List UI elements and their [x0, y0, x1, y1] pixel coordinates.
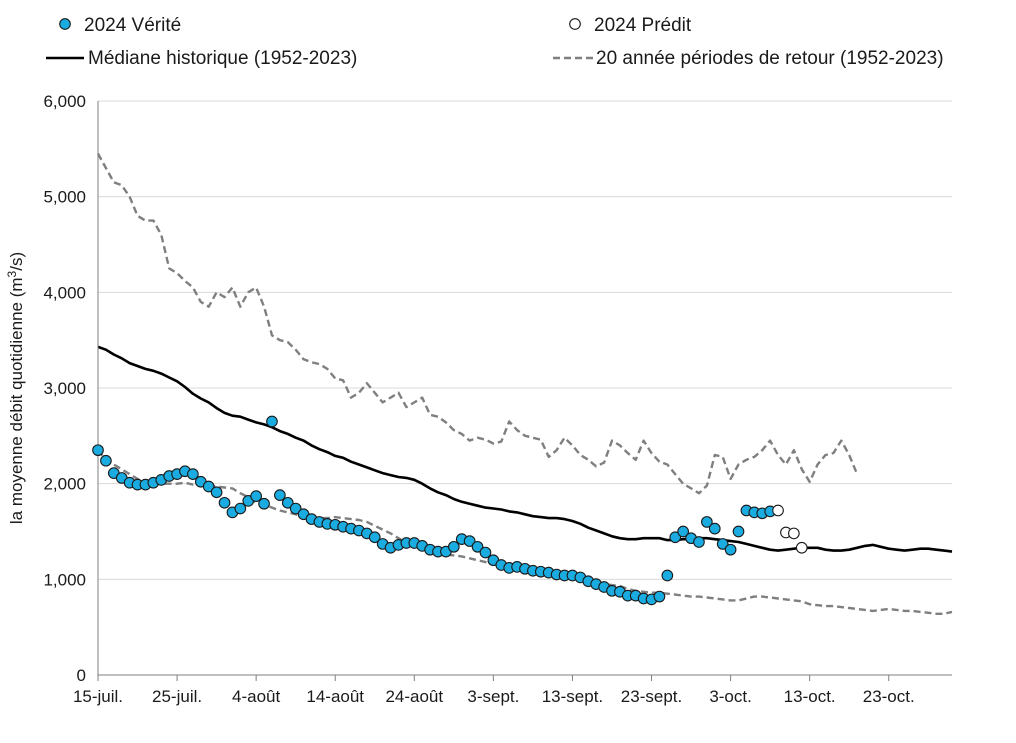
x-tick-label: 15-juil. [73, 687, 123, 706]
observed-point [368, 531, 381, 544]
return-period-upper-line [96, 153, 859, 495]
observed-point [708, 522, 721, 535]
y-tick-label: 5,000 [43, 188, 86, 207]
observed-point [187, 468, 199, 480]
predicted-point [772, 504, 784, 517]
observed-point [661, 569, 674, 582]
legend-observed-marker [59, 18, 71, 30]
observed-point [274, 489, 286, 501]
y-tick-label: 6,000 [43, 92, 86, 111]
y-axis-title: la moyenne débit quotidienne (m3/s) [5, 252, 26, 524]
y-tick-label: 0 [77, 666, 86, 685]
x-tick-label: 13-sept. [542, 687, 603, 706]
observed-point [724, 543, 737, 556]
observed-point [92, 444, 104, 457]
observed-point [289, 502, 302, 515]
observed-point [732, 525, 745, 538]
y-tick-label: 4,000 [43, 283, 86, 302]
observed-point [447, 540, 460, 553]
observed-point [653, 590, 666, 603]
observed-point [716, 538, 729, 550]
legend-predicted-label: 2024 Prédit [594, 15, 692, 36]
legend-return-period-label: 20 année périodes de retour (1952-2023) [596, 48, 944, 69]
median-line [97, 345, 953, 553]
observed-point [258, 497, 270, 510]
x-tick-label: 24-août [385, 687, 443, 706]
x-tick-label: 4-août [232, 687, 280, 706]
y-tick-label: 3,000 [43, 379, 86, 398]
x-tick-label: 23-oct. [863, 687, 915, 706]
observed-point [210, 486, 223, 499]
y-tick-label: 1,000 [43, 570, 86, 589]
x-tick-label: 25-juil. [152, 687, 202, 706]
predicted-point [788, 527, 800, 540]
x-tick-label: 3-sept. [467, 687, 519, 706]
observed-point [202, 480, 215, 493]
x-tick-label: 3-oct. [709, 687, 752, 706]
y-tick-label: 2,000 [43, 475, 86, 494]
x-tick-label: 14-août [306, 687, 364, 706]
legend-predicted-marker [569, 18, 581, 30]
return-period-lower-line [97, 449, 953, 615]
observed-point [100, 454, 112, 467]
observed-point [463, 535, 476, 547]
observed-point [471, 540, 484, 553]
observed-point [669, 531, 682, 544]
observed-point [250, 490, 262, 502]
observed-point [677, 525, 689, 538]
x-tick-label: 13-oct. [784, 687, 836, 706]
observed-point [218, 496, 231, 509]
observed-point [479, 546, 492, 559]
legend-observed-label: 2024 Vérité [84, 15, 181, 36]
predicted-point [795, 541, 808, 554]
observed-point [266, 415, 278, 428]
observed-point [693, 536, 705, 548]
x-tick-label: 23-sept. [621, 687, 682, 706]
observed-point [701, 516, 713, 528]
legend-median-label: Médiane historique (1952-2023) [88, 48, 357, 69]
observed-point [281, 496, 294, 509]
observed-point [234, 502, 247, 515]
